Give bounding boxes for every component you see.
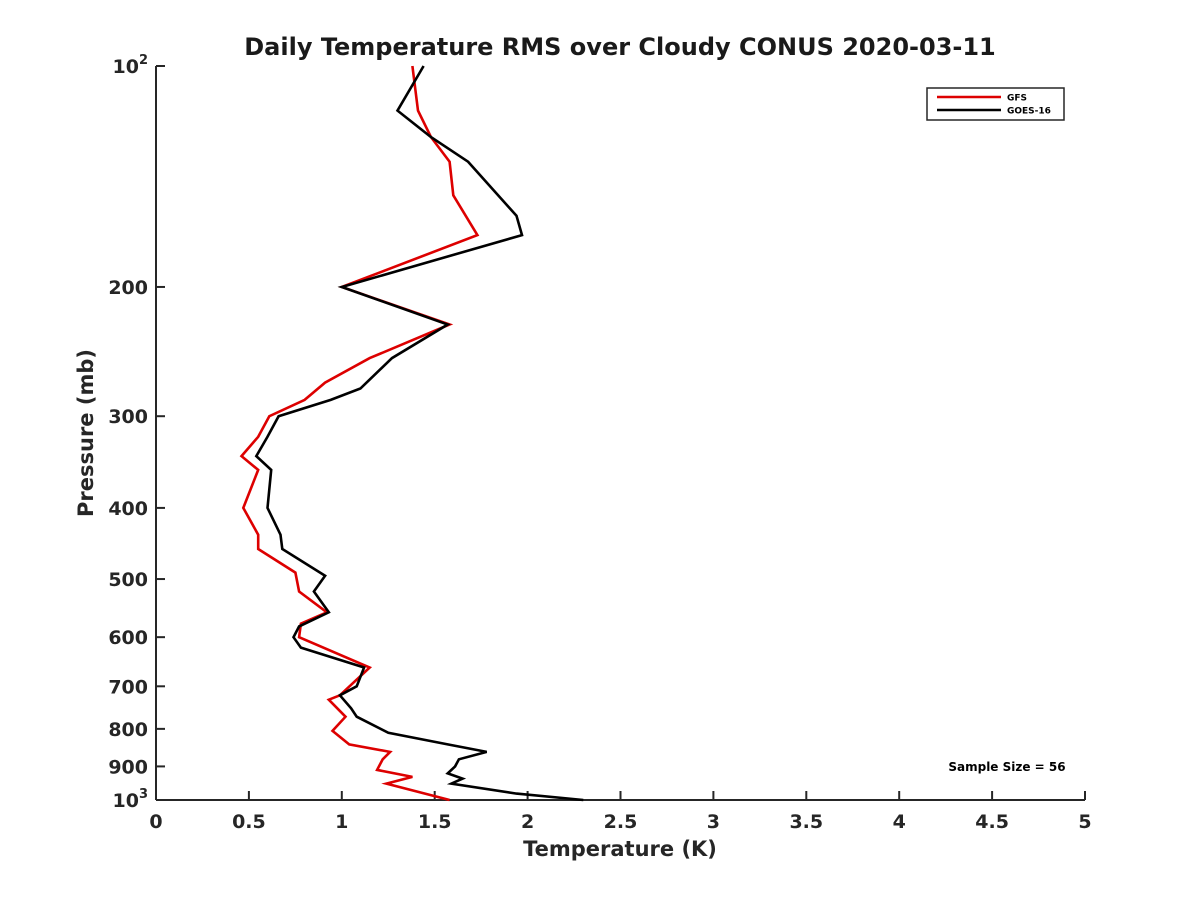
y-tick-label: 900 bbox=[108, 756, 148, 778]
x-tick-label: 3 bbox=[707, 811, 720, 833]
y-tick-label: 400 bbox=[108, 498, 148, 520]
y-tick-label: 700 bbox=[108, 676, 148, 698]
y-tick-label: 103 bbox=[113, 787, 149, 812]
legend-entry: GOES-16 bbox=[1007, 107, 1051, 117]
x-tick-label: 4.5 bbox=[975, 811, 1009, 833]
x-tick-label: 0 bbox=[149, 811, 162, 833]
legend-box bbox=[926, 87, 1065, 121]
axes: 0 0.5 1 1.5 2 2.5 3 3.5 4 4.5 5 102 200 300 400 500 600 7… bbox=[108, 53, 1091, 833]
x-tick-label: 2 bbox=[521, 811, 534, 833]
x-tick-label: 0.5 bbox=[232, 811, 266, 833]
y-tick-label: 300 bbox=[108, 406, 148, 428]
series-line-gfs bbox=[239, 65, 480, 802]
x-tick-label: 4 bbox=[893, 811, 906, 833]
x-axis-label: Temperature (K) bbox=[523, 837, 717, 861]
legend: GFS GOES-16 bbox=[926, 87, 1065, 121]
series-layer bbox=[239, 65, 584, 802]
y-tick-label: 800 bbox=[108, 719, 148, 741]
legend-entry: GFS bbox=[1007, 94, 1027, 104]
y-tick-label: 102 bbox=[113, 53, 149, 78]
y-tick-label: 600 bbox=[108, 627, 148, 649]
x-tick-label: 3.5 bbox=[789, 811, 823, 833]
x-tick-label: 1 bbox=[335, 811, 348, 833]
x-tick-label: 1.5 bbox=[418, 811, 452, 833]
x-tick-label: 5 bbox=[1078, 811, 1091, 833]
series-line-goes-16 bbox=[254, 65, 584, 802]
y-tick-label: 200 bbox=[108, 277, 148, 299]
sample-size-annotation: Sample Size = 56 bbox=[948, 760, 1065, 774]
y-tick-label: 500 bbox=[108, 569, 148, 591]
chart-title: Daily Temperature RMS over Cloudy CONUS … bbox=[244, 33, 996, 61]
y-axis-label: Pressure (mb) bbox=[74, 349, 98, 517]
x-tick-label: 2.5 bbox=[604, 811, 638, 833]
